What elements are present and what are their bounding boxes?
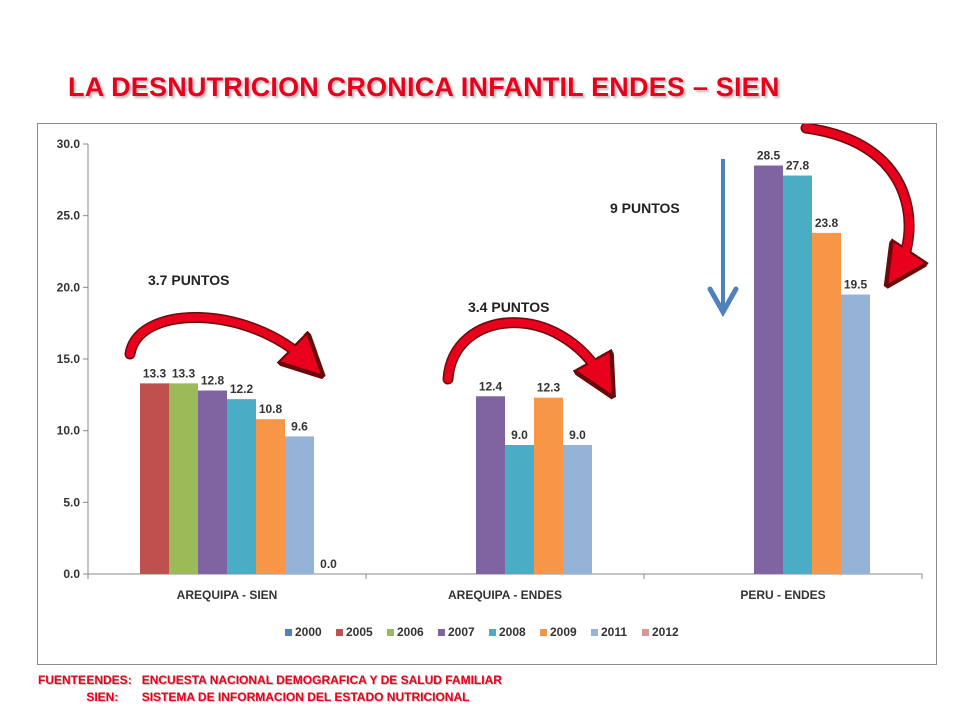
bar-2011-0 [285,436,314,574]
legend-swatch-2005 [336,629,343,636]
legend-swatch-2000 [285,629,292,636]
data-label: 9.0 [569,428,586,442]
legend-label-2008: 2008 [499,625,526,639]
data-label: 0.0 [320,557,337,571]
bar-chart: 0.0 5.0 10.0 15.0 20.0 25.0 30.0 AREQUIPA - SIE… [57,122,936,639]
legend-swatch-2007 [438,629,445,636]
legend-label-2007: 2007 [448,625,475,639]
endes-text: ENCUESTA NACIONAL DEMOGRAFICA Y DE SALUD… [141,673,502,687]
bar-2007-2 [754,165,783,574]
data-label: 13.3 [172,366,196,380]
y-tick-label: 25.0 [57,209,81,223]
legend-label-2012: 2012 [652,625,679,639]
y-tick-label: 20.0 [57,280,81,294]
data-label: 28.5 [757,149,781,163]
legend-swatch-2006 [387,629,394,636]
x-category-label: AREQUIPA - SIEN [177,588,278,602]
data-label: 27.8 [786,159,810,173]
data-label: 9.6 [291,419,308,433]
sien-text: SISTEMA DE INFORMACION DEL ESTADO NUTRIC… [141,690,470,704]
bar-2008-1 [505,445,534,574]
bar-2007-0 [198,390,227,574]
data-label: 10.8 [259,402,283,416]
sien-key: SIEN: [86,690,119,704]
bar-2009-0 [256,419,285,574]
chart-frame: 0.0 5.0 10.0 15.0 20.0 25.0 30.0 AREQUIPA - SIE… [37,122,937,665]
y-tick-label: 10.0 [57,424,81,438]
data-label: 12.4 [479,379,503,393]
source-footer: FUENTE ENDES: ENCUESTA NACIONAL DEMOGRAF… [38,672,502,706]
annotation-3-7-puntos: 3.7 PUNTOS [148,272,229,288]
bar-2008-2 [783,175,812,574]
bar-2008-0 [227,399,256,574]
bar-2011-2 [841,294,870,574]
x-category-label: PERU - ENDES [740,588,825,602]
annotation-9-puntos: 9 PUNTOS [610,200,680,216]
y-tick-label: 0.0 [63,567,80,581]
legend-swatch-2011 [591,629,598,636]
legend-label-2000: 2000 [295,625,322,639]
data-label: 12.3 [537,381,561,395]
legend-label-2005: 2005 [346,625,373,639]
legend-label-2011: 2011 [601,625,627,639]
data-label: 9.0 [511,428,528,442]
bar-2005-0 [140,383,169,574]
legend-swatch-2009 [540,629,547,636]
endes-key: ENDES: [86,673,132,687]
y-tick-label: 30.0 [57,137,81,151]
annotation-3-4-puntos: 3.4 PUNTOS [468,299,549,315]
page-title: LA DESNUTRICION CRONICA INFANTIL ENDES –… [68,72,780,102]
fuente-label: FUENTE [38,673,86,687]
y-tick-label: 5.0 [63,495,80,509]
legend-label-2009: 2009 [550,625,577,639]
legend-label-2006: 2006 [397,625,424,639]
legend-swatch-2008 [489,629,496,636]
x-category-label: AREQUIPA - ENDES [448,588,562,602]
y-tick-label: 15.0 [57,352,81,366]
bar-2009-2 [812,232,841,574]
data-label: 12.2 [230,382,254,396]
legend-swatch-2012 [642,629,649,636]
data-label: 13.3 [143,366,167,380]
data-label: 12.8 [201,374,225,388]
bar-2009-1 [534,397,563,574]
bar-2006-0 [169,383,198,574]
bar-2007-1 [476,396,505,574]
bar-2011-1 [563,445,592,574]
data-label: 23.8 [815,216,839,230]
data-label: 19.5 [844,278,868,292]
